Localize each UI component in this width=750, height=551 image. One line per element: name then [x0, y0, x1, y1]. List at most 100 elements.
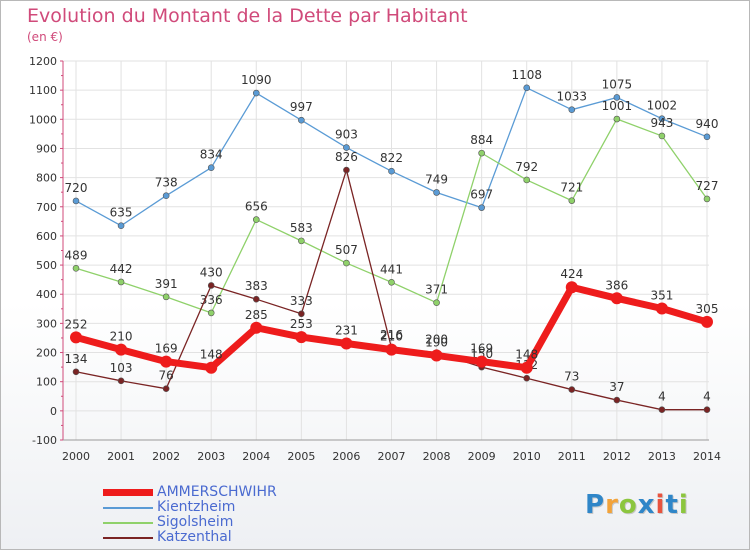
y-tick-label: -100: [32, 434, 57, 447]
y-tick-label: 0: [50, 405, 57, 418]
data-point: [162, 192, 170, 199]
data-point: [72, 197, 80, 205]
data-label: 37: [609, 380, 624, 394]
data-label: 200: [425, 333, 448, 347]
data-label: 1075: [602, 77, 633, 91]
data-label: 351: [650, 289, 673, 303]
data-point: [207, 164, 215, 172]
data-label: 4: [703, 390, 711, 404]
data-label: 253: [290, 317, 313, 331]
data-point: [613, 115, 621, 123]
chart-title: Evolution du Montant de la Dette par Hab…: [27, 5, 468, 27]
data-label: 391: [155, 277, 178, 291]
data-label: 749: [425, 172, 448, 186]
data-point: [478, 204, 485, 211]
data-label: 148: [200, 348, 223, 362]
legend-swatch: [103, 489, 153, 496]
data-point: [475, 355, 488, 368]
data-label: 1033: [557, 90, 588, 104]
data-point: [340, 337, 353, 350]
data-label: 489: [65, 248, 88, 262]
data-label: 442: [110, 262, 133, 276]
legend-swatch: [103, 507, 153, 509]
data-point: [701, 315, 713, 328]
data-point: [655, 302, 668, 315]
y-tick-label: 900: [36, 142, 57, 155]
y-tick-label: 500: [36, 259, 57, 272]
y-tick-label: 600: [36, 230, 57, 243]
data-label: 76: [159, 369, 174, 383]
data-point: [162, 293, 170, 301]
x-tick-label: 2012: [603, 450, 631, 463]
data-label: 252: [65, 317, 88, 331]
x-tick-label: 2014: [693, 450, 721, 463]
data-point: [613, 396, 621, 404]
data-label: 134: [65, 352, 88, 366]
x-tick-label: 2004: [242, 450, 270, 463]
data-point: [568, 106, 576, 113]
chart-subtitle: (en €): [27, 30, 63, 44]
legend-swatch: [103, 537, 153, 539]
data-label: 430: [200, 265, 223, 279]
x-tick-label: 2002: [152, 450, 180, 463]
data-point: [252, 216, 260, 223]
y-tick-label: 800: [36, 172, 57, 185]
data-point: [207, 282, 215, 289]
data-label: 1001: [602, 99, 633, 113]
y-tick-label: 200: [36, 347, 57, 360]
data-point: [298, 237, 305, 245]
data-point: [703, 133, 711, 141]
data-label: 210: [380, 330, 403, 344]
data-label: 1090: [241, 73, 272, 87]
x-tick-label: 2011: [558, 450, 586, 463]
data-point: [568, 197, 576, 204]
data-point: [295, 331, 308, 344]
data-label: 231: [335, 324, 358, 338]
x-tick-label: 2013: [648, 450, 676, 463]
data-label: 884: [470, 133, 493, 147]
data-label: 507: [335, 243, 358, 257]
y-tick-label: 1000: [29, 113, 57, 126]
data-point: [160, 355, 173, 368]
x-tick-label: 2009: [468, 450, 496, 463]
data-label: 943: [650, 116, 673, 130]
data-point: [523, 176, 531, 184]
data-point: [478, 149, 485, 157]
data-point: [117, 222, 125, 230]
legend-swatch: [103, 522, 153, 524]
data-point: [568, 386, 576, 393]
legend-label: AMMERSCHWIHR: [157, 484, 277, 500]
data-label: 721: [560, 181, 583, 195]
data-label: 216: [380, 328, 403, 342]
data-label: 336: [200, 293, 223, 307]
data-label: 720: [65, 181, 88, 195]
data-label: 371: [425, 283, 448, 297]
y-tick-label: 700: [36, 201, 57, 214]
data-label: 792: [515, 160, 538, 174]
data-point: [70, 331, 82, 344]
data-point: [115, 343, 128, 356]
data-point: [658, 132, 666, 140]
y-tick-label: 1200: [29, 55, 57, 68]
data-label: 73: [564, 370, 579, 384]
data-point: [430, 349, 443, 362]
data-point: [252, 295, 260, 303]
data-point: [433, 189, 440, 196]
data-point: [703, 406, 711, 413]
data-label: 103: [110, 361, 133, 375]
proxiti-logo: Proxiti: [585, 490, 689, 520]
x-tick-label: 2003: [197, 450, 225, 463]
data-point: [343, 166, 350, 174]
data-point: [343, 144, 350, 151]
data-label: 727: [696, 179, 719, 193]
data-point: [610, 292, 623, 305]
data-point: [298, 116, 305, 124]
data-label: 697: [470, 188, 493, 202]
data-point: [520, 361, 533, 374]
data-label: 903: [335, 128, 358, 142]
data-label: 424: [560, 267, 583, 281]
y-tick-label: 100: [36, 376, 57, 389]
data-label: 656: [245, 200, 268, 214]
